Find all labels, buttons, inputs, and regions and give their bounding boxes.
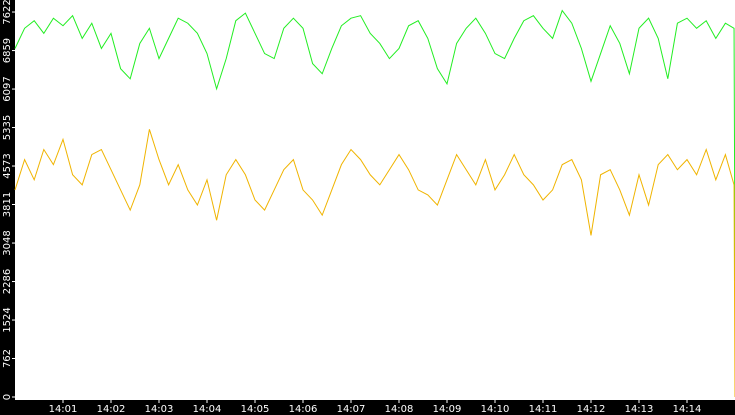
y-axis-strip	[0, 0, 15, 415]
y-tick-label: 3048	[2, 230, 13, 255]
x-tick-label: 14:13	[625, 404, 654, 415]
y-tick-label: 6859	[2, 38, 13, 63]
x-tick-label: 14:10	[481, 404, 510, 415]
x-tick-label: 14:05	[241, 404, 270, 415]
y-tick-label: 7622	[2, 0, 13, 25]
x-tick-label: 14:11	[529, 404, 558, 415]
x-tick-label: 14:02	[97, 404, 126, 415]
x-tick-label: 14:04	[193, 404, 222, 415]
y-tick-label: 0	[2, 394, 13, 400]
x-tick-label: 14:12	[577, 404, 606, 415]
x-tick-label: 14:01	[49, 404, 78, 415]
y-tick-label: 2286	[2, 269, 13, 294]
y-tick-label: 3811	[2, 192, 13, 217]
x-tick-label: 14:06	[289, 404, 318, 415]
x-tick-label: 14:08	[385, 404, 414, 415]
x-tick-label: 14:09	[433, 404, 462, 415]
y-tick-label: 6097	[2, 76, 13, 101]
series-line	[14, 129, 735, 398]
x-tick-label: 14:07	[337, 404, 366, 415]
x-axis-strip	[0, 400, 735, 415]
x-tick-label: 14:03	[145, 404, 174, 415]
y-tick-label: 1524	[2, 307, 13, 332]
y-tick-label: 762	[2, 349, 13, 368]
y-tick-label: 4573	[2, 153, 13, 178]
y-tick-label: 5335	[2, 115, 13, 140]
x-tick-label: 14:14	[673, 404, 702, 415]
series-line	[14, 9, 735, 281]
